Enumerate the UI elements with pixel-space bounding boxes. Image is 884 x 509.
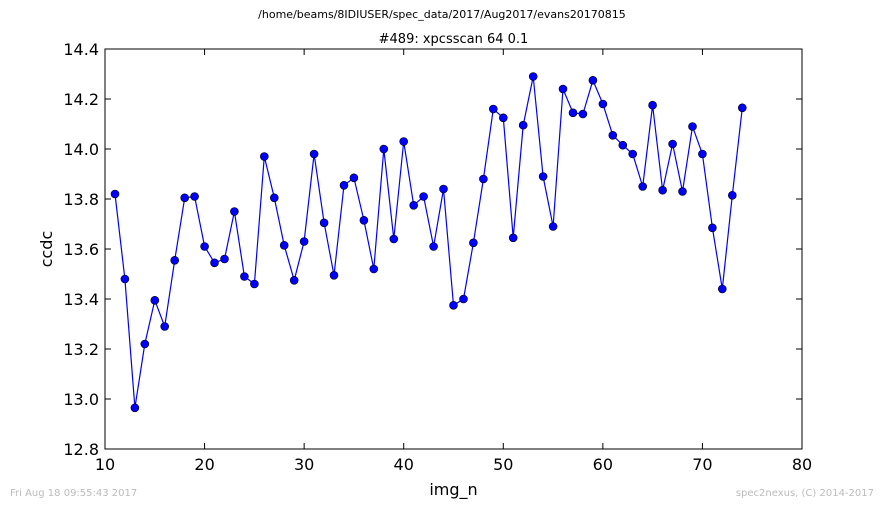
y-tick-label: 13.6 <box>63 240 99 259</box>
data-point <box>708 223 717 233</box>
data-point <box>658 185 667 195</box>
data-point <box>737 103 747 113</box>
x-tick-label: 80 <box>792 455 812 474</box>
data-point <box>120 274 130 284</box>
data-point <box>498 113 508 123</box>
y-axis-label: ccdc <box>37 231 56 268</box>
data-point <box>429 242 438 251</box>
data-point <box>409 201 419 210</box>
y-tick-label: 13.0 <box>63 390 99 409</box>
y-tick-label: 14.4 <box>63 40 99 59</box>
data-point <box>379 144 389 154</box>
data-point <box>220 254 229 264</box>
data-point <box>349 173 359 183</box>
y-tick-label: 14.0 <box>63 140 99 159</box>
axes-layer: 10 20 30 40 50 60 70 80 12.8 13.0 13.2 13.4 13.6 13.8… <box>63 40 812 474</box>
data-point <box>299 237 309 246</box>
data-point <box>548 222 558 231</box>
x-tick-label: 40 <box>394 455 414 474</box>
data-point <box>309 149 319 159</box>
data-point <box>528 72 538 81</box>
data-point <box>240 272 249 281</box>
chart-title: #489: xpcsscan 64 0.1 <box>379 32 529 47</box>
x-axis-label: img_n <box>429 480 477 500</box>
data-point <box>419 192 428 201</box>
x-tick-label: 30 <box>294 455 314 474</box>
data-point <box>160 322 169 331</box>
data-point <box>717 284 727 294</box>
series-line <box>114 76 743 408</box>
data-point <box>130 403 140 413</box>
x-tick-label: 70 <box>692 455 712 474</box>
data-point <box>190 192 199 201</box>
data-point <box>628 149 638 159</box>
data-point <box>200 242 209 251</box>
y-tick-label: 13.4 <box>63 290 99 309</box>
data-point <box>369 264 379 274</box>
data-point <box>339 181 349 190</box>
data-point <box>230 207 239 216</box>
data-point <box>259 152 269 161</box>
data-point <box>170 255 179 265</box>
data-point <box>568 108 578 118</box>
data-point <box>479 174 488 184</box>
data-point <box>608 131 618 140</box>
x-tick-label: 10 <box>95 455 115 474</box>
data-point <box>578 109 588 119</box>
data-point <box>638 182 648 191</box>
file-path-title: /home/beams/8IDIUSER/spec_data/2017/Aug2… <box>258 8 626 21</box>
y-tick-label: 12.8 <box>63 440 99 459</box>
data-point <box>439 184 448 194</box>
data-point <box>180 193 189 203</box>
data-point <box>459 294 468 304</box>
data-point <box>588 76 598 85</box>
data-point <box>289 275 299 285</box>
x-tick-label: 50 <box>493 455 513 474</box>
data-point <box>399 137 409 146</box>
y-tick-label: 13.2 <box>63 340 99 359</box>
data-point <box>250 279 259 289</box>
data-point <box>518 120 528 130</box>
data-point <box>598 99 608 109</box>
data-point <box>508 233 518 243</box>
data-point <box>727 191 737 200</box>
data-point <box>279 241 289 250</box>
y-tick-label: 14.2 <box>63 90 99 109</box>
data-point <box>558 84 568 94</box>
data-point <box>389 234 399 244</box>
data-point <box>469 238 478 248</box>
data-point <box>150 295 160 305</box>
plot-frame <box>104 48 803 450</box>
data-point <box>618 140 628 150</box>
footer-timestamp: Fri Aug 18 09:55:43 2017 <box>10 488 138 499</box>
data-point <box>269 193 279 203</box>
data-point <box>329 270 339 280</box>
data-point <box>698 149 707 159</box>
data-point <box>210 258 219 268</box>
data-point <box>140 339 150 349</box>
data-point <box>668 139 677 149</box>
data-point <box>488 104 498 114</box>
data-point <box>359 216 369 225</box>
data-point <box>538 172 548 181</box>
data-point <box>110 189 120 199</box>
data-point <box>678 187 687 196</box>
data-point <box>449 300 458 310</box>
x-tick-label: 20 <box>194 455 214 474</box>
data-point <box>688 122 697 131</box>
series-layer <box>110 72 747 413</box>
data-point <box>319 218 329 228</box>
data-point <box>648 100 657 110</box>
y-tick-label: 13.8 <box>63 190 99 209</box>
x-tick-label: 60 <box>593 455 613 474</box>
footer-credit: spec2nexus, (C) 2014-2017 <box>735 488 874 499</box>
